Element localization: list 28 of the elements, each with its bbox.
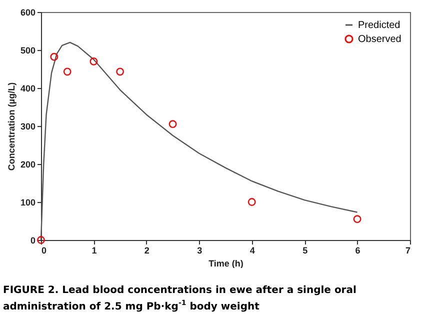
y-tick-label: 200 (20, 160, 36, 170)
point (353, 215, 362, 224)
y-tick-label: 100 (20, 198, 36, 208)
x-tick-label: 3 (197, 246, 202, 256)
line-series (40, 42, 358, 241)
point (116, 68, 124, 76)
x-tick-label: 6 (355, 246, 360, 256)
y-tick-label: 0 (30, 236, 36, 246)
x-tick-label: 7 (405, 246, 410, 256)
x-tick-label: 1 (92, 246, 97, 256)
legend-label: Observed (358, 34, 402, 45)
x-tick-label: 4 (250, 246, 255, 256)
legend-label: Predicted (358, 20, 400, 31)
point (50, 52, 58, 61)
point (63, 68, 72, 76)
y-tick-label: 500 (20, 46, 36, 56)
y-tick-label: 600 (20, 8, 36, 18)
x-tick-label: 2 (144, 246, 150, 256)
point (90, 57, 98, 66)
point (168, 120, 177, 128)
y-axis-title: Concentration (µg/L) (6, 82, 16, 171)
point (248, 198, 256, 206)
x-tick-label: 0 (42, 246, 47, 256)
y-tick-label: 300 (20, 122, 36, 132)
x-tick-label: 5 (302, 246, 308, 256)
caption: FIGURE 2. Lead blood concentrations in ewe after a single oral administration of 2.5 mg Pb·kg$^{-1}$ body weight (2, 284, 358, 314)
x-axis-title: Time (h) (208, 258, 244, 268)
y-tick-label: 400 (20, 84, 36, 94)
